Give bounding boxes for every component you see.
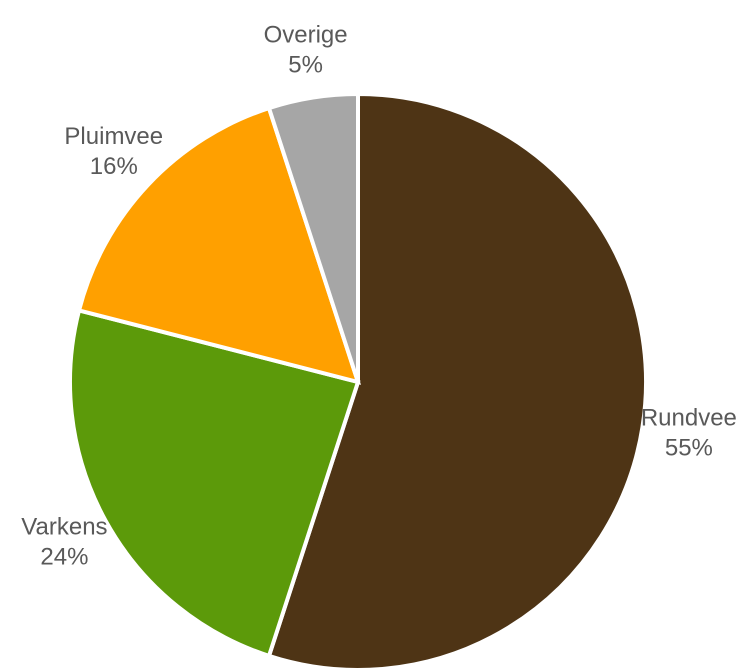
pie-slice — [76, 105, 362, 385]
pie-slice — [68, 307, 361, 659]
slice-value-label: 24% — [40, 544, 88, 571]
slice-value-label: 16% — [90, 153, 138, 180]
pie-slice — [266, 91, 360, 383]
slice-label: Pluimvee — [64, 123, 163, 150]
slice-label: Varkens — [21, 514, 107, 541]
slice-value-label: 55% — [665, 435, 713, 462]
slice-value-label: 5% — [288, 51, 323, 78]
slice-label: Overige — [264, 21, 348, 48]
pie-slice — [266, 91, 648, 670]
slice-label: Rundvee — [641, 405, 737, 432]
